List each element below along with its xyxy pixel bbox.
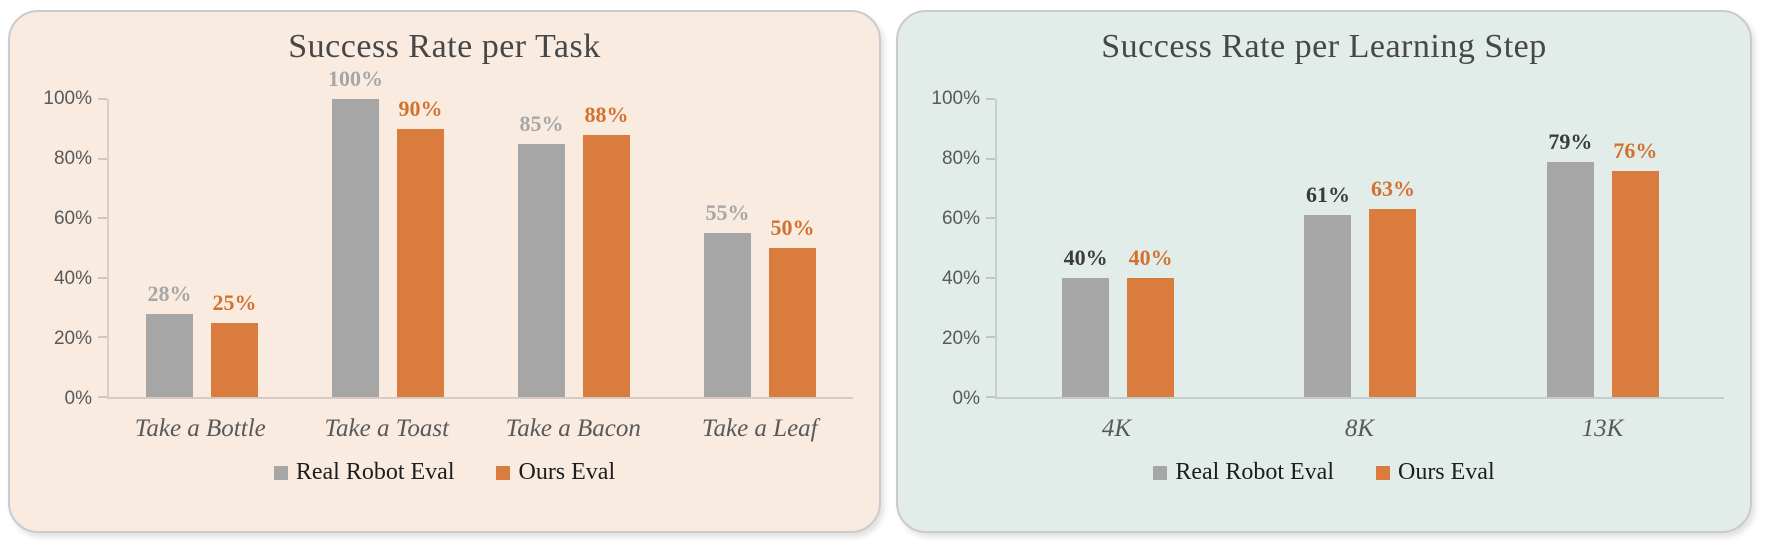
y-tick-mark bbox=[986, 217, 995, 220]
y-tick-mark bbox=[986, 98, 995, 100]
y-tick-label: 100% bbox=[43, 88, 92, 109]
bar-real-robot-eval: 28% bbox=[146, 281, 193, 397]
y-tick-mark bbox=[986, 396, 995, 398]
y-axis: 0% 20% 40% 60% 80% 100% bbox=[10, 88, 107, 409]
y-tick-mark bbox=[98, 336, 107, 339]
bar-chart-task: 0% 20% 40% 60% 80% 100% 28% 25% 100% 90% 85% 88% 55… bbox=[10, 66, 879, 443]
legend-label: Real Robot Eval bbox=[295, 459, 455, 485]
bar-value-label: 40% bbox=[1063, 244, 1108, 270]
category-label: Take a Leaf bbox=[701, 415, 818, 442]
bar-real-robot-eval: 79% bbox=[1546, 129, 1594, 397]
bar-value-label: 100% bbox=[328, 66, 383, 91]
category-label: 13K bbox=[1581, 415, 1624, 442]
y-tick-label: 80% bbox=[941, 148, 980, 169]
legend-label: Ours Eval bbox=[1397, 459, 1495, 485]
y-axis: 0% 20% 40% 60% 80% 100% bbox=[898, 88, 995, 409]
bar-value-label: 63% bbox=[1370, 176, 1415, 202]
bar-ours-eval: 25% bbox=[211, 290, 258, 397]
bar-ours-eval: 50% bbox=[769, 215, 816, 397]
legend-item-real-robot-eval: Real Robot Eval bbox=[1153, 459, 1334, 486]
bar-value-label: 25% bbox=[212, 289, 257, 315]
y-tick-label: 40% bbox=[941, 268, 980, 289]
y-tick-mark bbox=[986, 276, 995, 279]
chart-panel-learning-step: Success Rate per Learning Step 0% 20% 40% 6… bbox=[896, 10, 1752, 533]
legend: Real Robot Eval Ours Eval bbox=[10, 459, 879, 486]
y-tick-mark bbox=[98, 217, 107, 220]
bar-real-robot-eval: 85% bbox=[518, 111, 565, 397]
category-label: Take a Toast bbox=[324, 415, 450, 442]
y-tick-label: 40% bbox=[53, 268, 92, 289]
legend-item-ours-eval: Ours Eval bbox=[1375, 459, 1495, 486]
chart-title-task: Success Rate per Task bbox=[288, 28, 601, 65]
category-label: 4K bbox=[1101, 415, 1132, 442]
y-tick-label: 60% bbox=[53, 208, 92, 229]
bar-group: 61% 63% bbox=[1239, 99, 1481, 397]
plot-wrap: 28% 25% 100% 90% 85% 88% 55% 50% Take a Bottle T… bbox=[98, 66, 853, 443]
bar-group: 85% 88% bbox=[481, 99, 667, 397]
legend-item-real-robot-eval: Real Robot Eval bbox=[273, 459, 455, 486]
plot-area: 40% 40% 61% 63% 79% 76% bbox=[986, 98, 1724, 399]
category-label: Take a Bottle bbox=[134, 415, 266, 442]
bar-ours-eval: 63% bbox=[1369, 176, 1417, 397]
legend-swatch-orange bbox=[496, 465, 511, 480]
y-tick-mark bbox=[98, 98, 107, 100]
bar-group: 28% 25% bbox=[109, 99, 295, 397]
bar-real-robot-eval: 40% bbox=[1062, 245, 1110, 397]
y-tick-mark bbox=[986, 157, 995, 160]
bar-ours-eval: 88% bbox=[583, 102, 630, 397]
y-tick-mark bbox=[98, 396, 107, 398]
bar-value-label: 76% bbox=[1613, 137, 1658, 163]
bar-value-label: 88% bbox=[584, 101, 629, 127]
bar-value-label: 79% bbox=[1548, 128, 1593, 154]
bar-ours-eval: 76% bbox=[1611, 138, 1659, 397]
bar-group: 40% 40% bbox=[997, 99, 1239, 397]
bar-value-label: 40% bbox=[1128, 244, 1173, 270]
legend-item-ours-eval: Ours Eval bbox=[496, 459, 615, 486]
plot-area: 28% 25% 100% 90% 85% 88% 55% 50% bbox=[98, 66, 853, 399]
plot-wrap: 40% 40% 61% 63% 79% 76% 4K 8K 13K bbox=[986, 98, 1724, 443]
bar-real-robot-eval: 55% bbox=[704, 200, 751, 397]
bar-real-robot-eval: 100% bbox=[328, 66, 383, 397]
bar-group: 79% 76% bbox=[1482, 99, 1724, 397]
bar-value-label: 61% bbox=[1305, 182, 1350, 208]
y-tick-mark bbox=[98, 276, 107, 279]
bar-value-label: 28% bbox=[147, 280, 192, 306]
legend-label: Ours Eval bbox=[518, 459, 616, 485]
y-tick-label: 0% bbox=[952, 388, 980, 409]
y-tick-label: 80% bbox=[53, 148, 92, 169]
y-tick-label: 0% bbox=[64, 388, 92, 409]
bar-group: 100% 90% bbox=[295, 66, 481, 397]
bar-group: 55% 50% bbox=[667, 99, 853, 397]
y-tick-label: 60% bbox=[941, 208, 980, 229]
legend-swatch-gray bbox=[273, 465, 288, 480]
bar-value-label: 50% bbox=[770, 215, 815, 240]
bar-ours-eval: 40% bbox=[1127, 245, 1175, 397]
y-tick-label: 20% bbox=[941, 328, 980, 349]
x-axis-labels: Take a Bottle Take a Toast Take a Bacon Tak… bbox=[107, 415, 853, 443]
legend-swatch-orange bbox=[1375, 465, 1390, 480]
chart-title-learning-step: Success Rate per Learning Step bbox=[1101, 28, 1547, 65]
bar-ours-eval: 90% bbox=[397, 96, 444, 397]
bar-chart-learning-step: 0% 20% 40% 60% 80% 100% 40% 40% 61% 63% 79% 76% 4K… bbox=[898, 88, 1750, 443]
legend-label: Real Robot Eval bbox=[1175, 459, 1334, 485]
bar-value-label: 55% bbox=[705, 200, 750, 226]
y-tick-mark bbox=[98, 157, 107, 160]
bar-real-robot-eval: 61% bbox=[1304, 182, 1352, 397]
y-tick-label: 20% bbox=[53, 328, 92, 349]
bar-value-label: 85% bbox=[519, 110, 564, 136]
legend: Real Robot Eval Ours Eval bbox=[898, 459, 1750, 486]
category-label: Take a Bacon bbox=[505, 415, 641, 442]
legend-swatch-gray bbox=[1153, 465, 1168, 480]
y-tick-label: 100% bbox=[931, 88, 980, 109]
category-label: 8K bbox=[1344, 415, 1375, 442]
x-axis-labels: 4K 8K 13K bbox=[995, 415, 1724, 443]
y-tick-mark bbox=[986, 336, 995, 339]
bar-value-label: 90% bbox=[398, 95, 443, 121]
chart-panel-task: Success Rate per Task 0% 20% 40% 60% 80% 100%… bbox=[8, 10, 881, 533]
